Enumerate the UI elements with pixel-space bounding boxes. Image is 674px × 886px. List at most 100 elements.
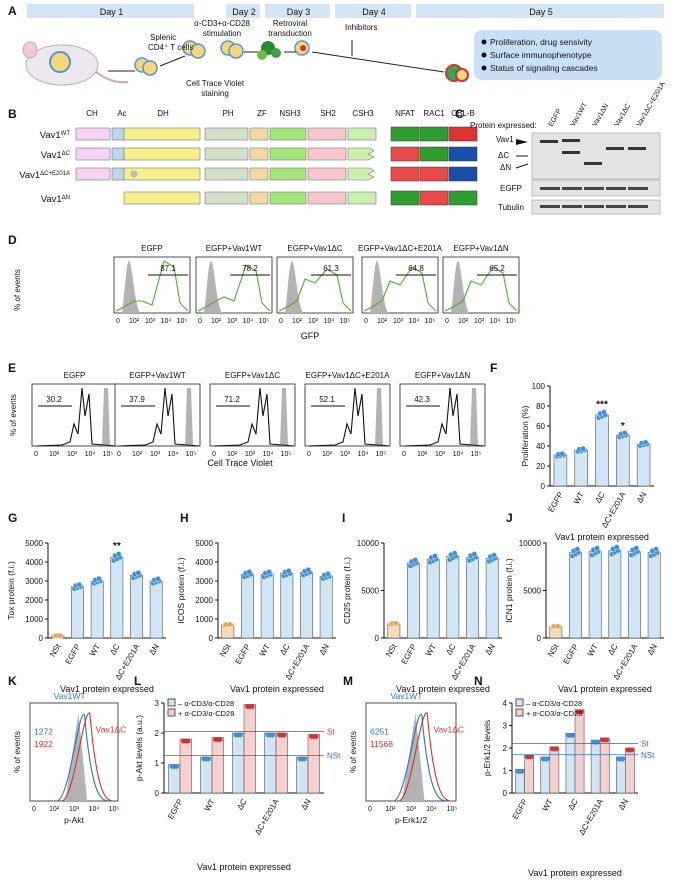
d-tick: 10² <box>211 318 222 325</box>
e-hist-grey <box>375 388 383 446</box>
domain-seg <box>123 191 201 205</box>
x-label: Vav1 protein expressed <box>555 532 649 542</box>
d-pct: 87.1 <box>160 264 176 273</box>
x-tick-label: ΔC <box>593 490 606 504</box>
y-tick-label: 5000 <box>523 587 541 596</box>
chart-L: 0 1 2 3 p-Akt levels (a.u.) EGFP WT ΔC ΔC+E201A Δ… <box>134 698 341 872</box>
y-tick-label: 60 <box>536 422 545 431</box>
data-point <box>559 450 566 457</box>
bar <box>300 572 313 639</box>
y-tick-label: 2000 <box>25 596 43 605</box>
m-grey <box>402 713 425 801</box>
k-wt-label: Vav1WT <box>54 691 86 701</box>
readout-box <box>419 166 449 182</box>
x-tick-label: WT <box>88 642 102 657</box>
blot-label: EGFP <box>500 184 522 193</box>
band <box>562 205 582 208</box>
data-point <box>305 567 312 573</box>
panel-letter-K: K <box>8 674 17 688</box>
y-tick-label: 5000 <box>25 539 43 548</box>
d-pct: 61.3 <box>323 264 339 273</box>
cell-core <box>300 45 306 51</box>
band <box>606 187 626 190</box>
x-label: Vav1 protein expressed <box>528 868 622 878</box>
y-tick-label: 2000 <box>195 596 213 605</box>
e-pct: 71.2 <box>224 395 240 404</box>
panel-letter-I: I <box>342 511 345 525</box>
e-tick: 10³ <box>340 451 351 458</box>
k-dc-value: 1922 <box>34 739 53 749</box>
x-tick-label: WT <box>258 642 272 657</box>
e-tick: 10² <box>417 451 428 458</box>
chart-I: 0 5000 10000 CD25 protein (f.i.) NSt EGFP WT ΔC… <box>342 539 502 694</box>
x-tick-label: NSt <box>48 642 63 659</box>
band <box>540 140 558 143</box>
bar <box>407 562 420 639</box>
x-label: Vav1 protein expressed <box>60 684 154 694</box>
data-point <box>249 704 255 709</box>
m-wt-label: Vav1WT <box>391 691 423 701</box>
e-hist-curve <box>308 387 390 447</box>
data-point <box>206 756 211 762</box>
e-tick: 10⁴ <box>453 451 464 458</box>
x-label: Vav1 protein expressed <box>396 684 490 694</box>
domain-seg <box>111 167 125 181</box>
e-xlabel: Cell Trace Violet <box>207 458 273 468</box>
e-tick: 0 <box>212 451 216 458</box>
e-tick: 0 <box>34 451 38 458</box>
bar <box>608 550 622 639</box>
d-title: EGFP+Vav1ΔC+E201A <box>358 244 443 253</box>
y-tick-label: 5000 <box>195 539 213 548</box>
blot-top <box>531 132 661 180</box>
d-tick: 10⁴ <box>243 318 254 325</box>
mouse-ear <box>22 41 38 59</box>
band <box>562 187 582 190</box>
e-tick: 0 <box>117 451 121 458</box>
x-tick-label: ΔC <box>278 642 291 656</box>
bar <box>260 574 274 639</box>
step-ctv: staining <box>201 89 229 98</box>
day-label: Day 2 <box>232 7 256 17</box>
chart-H: 0 1000 2000 3000 4000 5000 ICOS protein (f.i.)… <box>176 539 336 694</box>
panel-letter-B: B <box>8 107 17 121</box>
y-tick-label: 4000 <box>195 558 213 567</box>
d-tick: 10⁵ <box>340 318 351 325</box>
d-hist-grey <box>122 261 140 313</box>
data-point <box>633 545 640 551</box>
x-tick-label: EGFP <box>546 491 565 514</box>
x-tick-label: EGFP <box>234 643 253 666</box>
x-tick-label: EGFP <box>400 643 419 666</box>
e-tick: 10⁵ <box>103 451 114 458</box>
bar <box>243 704 256 794</box>
e-tick: 10³ <box>245 451 256 458</box>
chart-J: 0 5000 10000 ICN1 protein (f.i.) NSt EGFP WT ΔC… <box>504 539 664 694</box>
day-box <box>265 4 330 18</box>
significance: ** <box>113 541 121 552</box>
outcome: Surface immunophenotype <box>490 50 592 60</box>
bar <box>565 733 576 794</box>
y-tick-label: 0 <box>209 634 214 643</box>
blot-label: ΔC <box>498 151 509 160</box>
domain-seg <box>111 127 125 141</box>
domain-seg <box>75 147 111 161</box>
e-title: EGFP+Vav1ΔC+E201A <box>306 371 391 380</box>
d-hist-curve <box>444 266 518 312</box>
data-point <box>601 409 607 415</box>
domain-header: RAC1 <box>423 109 445 118</box>
data-point <box>285 568 292 574</box>
legend-swatch <box>167 698 176 707</box>
x-tick-label: EGFP <box>64 643 83 666</box>
e-tick: 10⁵ <box>376 451 387 458</box>
bar <box>588 551 602 639</box>
x-tick-label: ΔC+E201A <box>577 797 605 837</box>
d-title: EGFP <box>141 244 163 253</box>
e-pct: 52.1 <box>319 395 335 404</box>
d-hist-curve <box>278 268 352 312</box>
legend-swatch <box>515 698 524 707</box>
d-title: EGFP+Vav1ΔN <box>453 244 508 253</box>
bar <box>319 575 333 639</box>
bar <box>307 734 320 794</box>
bar <box>628 551 641 639</box>
blot-lane: EGFP <box>548 108 564 128</box>
domain-seg <box>307 127 347 141</box>
